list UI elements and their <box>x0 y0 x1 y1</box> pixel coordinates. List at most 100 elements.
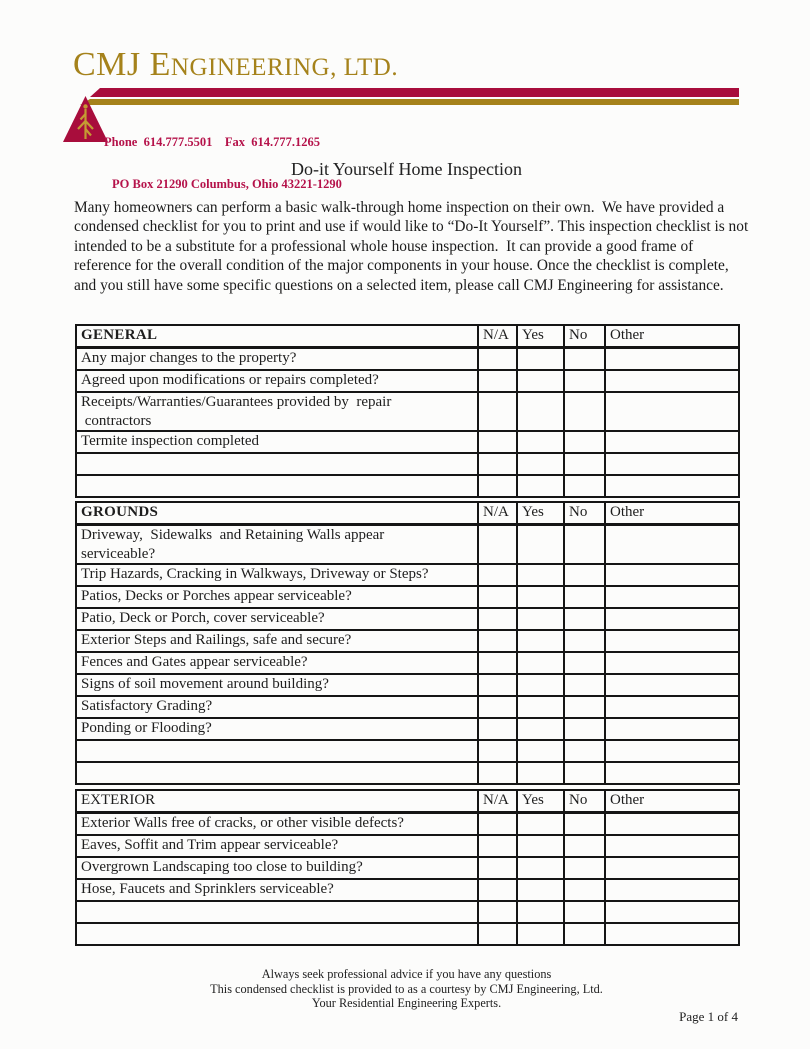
section-title-general: GENERAL <box>75 324 479 349</box>
na-cell <box>477 834 518 858</box>
na-cell <box>477 629 518 653</box>
column-header-other: Other <box>604 789 740 814</box>
no-cell <box>563 607 606 631</box>
column-header-na: N/A <box>477 789 518 814</box>
question-cell: Exterior Walls free of cracks, or other … <box>75 811 479 836</box>
table-row: Patios, Decks or Porches appear servicea… <box>75 585 740 609</box>
other-cell <box>604 607 740 631</box>
na-cell <box>477 452 518 476</box>
na-cell <box>477 523 518 565</box>
table-row: Termite inspection completed <box>75 430 740 454</box>
yes-cell <box>516 811 565 836</box>
no-cell <box>563 523 606 565</box>
company-logo-triangle-icon <box>63 96 108 142</box>
no-cell <box>563 629 606 653</box>
column-header-no: No <box>563 501 606 526</box>
other-cell <box>604 834 740 858</box>
company-wordmark: CMJ ENGINEERING, LTD. <box>73 46 398 84</box>
other-cell <box>604 739 740 763</box>
na-cell <box>477 922 518 946</box>
table-row: Overgrown Landscaping too close to build… <box>75 856 740 880</box>
yes-cell <box>516 563 565 587</box>
na-cell <box>477 391 518 432</box>
table-row: Eaves, Soffit and Trim appear serviceabl… <box>75 834 740 858</box>
na-cell <box>477 673 518 697</box>
other-cell <box>604 651 740 675</box>
other-cell <box>604 811 740 836</box>
section-header-row: EXTERIOR N/A Yes No Other <box>75 789 740 814</box>
yes-cell <box>516 673 565 697</box>
table-row: Agreed upon modifications or repairs com… <box>75 369 740 393</box>
other-cell <box>604 856 740 880</box>
other-cell <box>604 629 740 653</box>
checklist-table-exterior: EXTERIOR N/A Yes No Other Exterior Walls fre… <box>75 789 740 946</box>
no-cell <box>563 834 606 858</box>
yes-cell <box>516 717 565 741</box>
question-cell: Termite inspection completed <box>75 430 479 454</box>
section-header-row: GROUNDS N/A Yes No Other <box>75 501 740 526</box>
table-row: Exterior Walls free of cracks, or other … <box>75 811 740 836</box>
yes-cell <box>516 391 565 432</box>
yes-cell <box>516 856 565 880</box>
other-cell <box>604 673 740 697</box>
other-cell <box>604 346 740 371</box>
intro-paragraph: Many homeowners can perform a basic walk… <box>74 199 753 294</box>
checklist-table-grounds: GROUNDS N/A Yes No Other Driveway, Sidewalks… <box>75 501 740 785</box>
no-cell <box>563 900 606 924</box>
no-cell <box>563 474 606 498</box>
address-line: PO Box 21290 Columbus, Ohio 43221-1290 <box>112 177 342 191</box>
question-cell: Hose, Faucets and Sprinklers serviceable… <box>75 878 479 902</box>
table-row: Receipts/Warranties/Guarantees provided … <box>75 391 740 432</box>
checklist-table-general: GENERAL N/A Yes No Other Any major changes t… <box>75 324 740 498</box>
na-cell <box>477 717 518 741</box>
question-cell <box>75 474 479 498</box>
question-cell <box>75 922 479 946</box>
question-cell: Signs of soil movement around building? <box>75 673 479 697</box>
na-cell <box>477 695 518 719</box>
na-cell <box>477 856 518 880</box>
question-cell <box>75 900 479 924</box>
phone-fax-line: Phone 614.777.5501 Fax 614.777.1265 <box>104 135 320 149</box>
question-cell <box>75 452 479 476</box>
question-cell: Patio, Deck or Porch, cover serviceable? <box>75 607 479 631</box>
no-cell <box>563 563 606 587</box>
other-cell <box>604 922 740 946</box>
column-header-yes: Yes <box>516 324 565 349</box>
table-row-empty <box>75 900 740 924</box>
na-cell <box>477 761 518 785</box>
yes-cell <box>516 695 565 719</box>
yes-cell <box>516 739 565 763</box>
company-wordmark-large: CMJ E <box>73 46 171 83</box>
other-cell <box>604 430 740 454</box>
footer-line-3: Your Residential Engineering Experts. <box>311 996 502 1011</box>
company-wordmark-small: NGINEERING <box>170 54 331 81</box>
yes-cell <box>516 369 565 393</box>
table-row: Hose, Faucets and Sprinklers serviceable… <box>75 878 740 902</box>
na-cell <box>477 369 518 393</box>
no-cell <box>563 585 606 609</box>
table-row: Signs of soil movement around building? <box>75 673 740 697</box>
no-cell <box>563 761 606 785</box>
no-cell <box>563 673 606 697</box>
yes-cell <box>516 474 565 498</box>
other-cell <box>604 523 740 565</box>
na-cell <box>477 474 518 498</box>
question-cell <box>75 739 479 763</box>
no-cell <box>563 878 606 902</box>
section-title-grounds: GROUNDS <box>75 501 479 526</box>
column-header-no: No <box>563 789 606 814</box>
yes-cell <box>516 761 565 785</box>
yes-cell <box>516 834 565 858</box>
footer-line-1: Always seek professional advice if you h… <box>261 967 552 981</box>
question-cell: Patios, Decks or Porches appear servicea… <box>75 585 479 609</box>
yes-cell <box>516 585 565 609</box>
table-row: Ponding or Flooding? <box>75 717 740 741</box>
table-row-empty <box>75 739 740 763</box>
yes-cell <box>516 629 565 653</box>
yes-cell <box>516 346 565 371</box>
crimson-rule <box>90 88 739 97</box>
column-header-yes: Yes <box>516 501 565 526</box>
yes-cell <box>516 607 565 631</box>
column-header-na: N/A <box>477 501 518 526</box>
section-title-exterior: EXTERIOR <box>75 789 479 814</box>
